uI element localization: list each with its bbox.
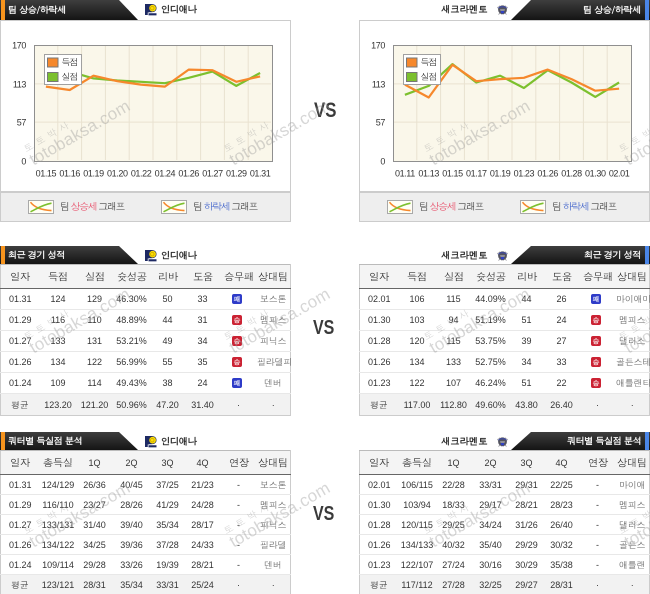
svg-text:01.24: 01.24 <box>155 169 176 179</box>
svg-text:01.26: 01.26 <box>178 169 199 179</box>
svg-text:01.29: 01.29 <box>226 169 247 179</box>
svg-text:01.26: 01.26 <box>537 169 558 179</box>
svg-text:0: 0 <box>21 157 26 167</box>
svg-text:113: 113 <box>372 79 386 89</box>
svg-text:01.30: 01.30 <box>585 169 606 179</box>
svg-text:01.19: 01.19 <box>83 169 104 179</box>
svg-text:01.23: 01.23 <box>514 169 535 179</box>
svg-text:01.13: 01.13 <box>418 169 439 179</box>
svg-text:01.31: 01.31 <box>250 169 271 179</box>
svg-text:01.27: 01.27 <box>202 169 223 179</box>
svg-text:01.16: 01.16 <box>59 169 80 179</box>
svg-text:01.28: 01.28 <box>561 169 582 179</box>
svg-text:01.19: 01.19 <box>490 169 511 179</box>
svg-text:01.22: 01.22 <box>131 169 152 179</box>
svg-text:113: 113 <box>13 79 27 89</box>
svg-text:170: 170 <box>371 41 385 51</box>
svg-text:57: 57 <box>376 118 386 128</box>
svg-text:01.20: 01.20 <box>107 169 128 179</box>
svg-text:01.11: 01.11 <box>395 169 415 179</box>
svg-text:01.17: 01.17 <box>466 169 487 179</box>
svg-text:57: 57 <box>17 118 27 128</box>
svg-text:170: 170 <box>12 41 26 51</box>
svg-text:01.15: 01.15 <box>36 169 57 179</box>
svg-text:02.01: 02.01 <box>609 169 630 179</box>
svg-text:01.15: 01.15 <box>442 169 463 179</box>
svg-text:0: 0 <box>380 157 385 167</box>
